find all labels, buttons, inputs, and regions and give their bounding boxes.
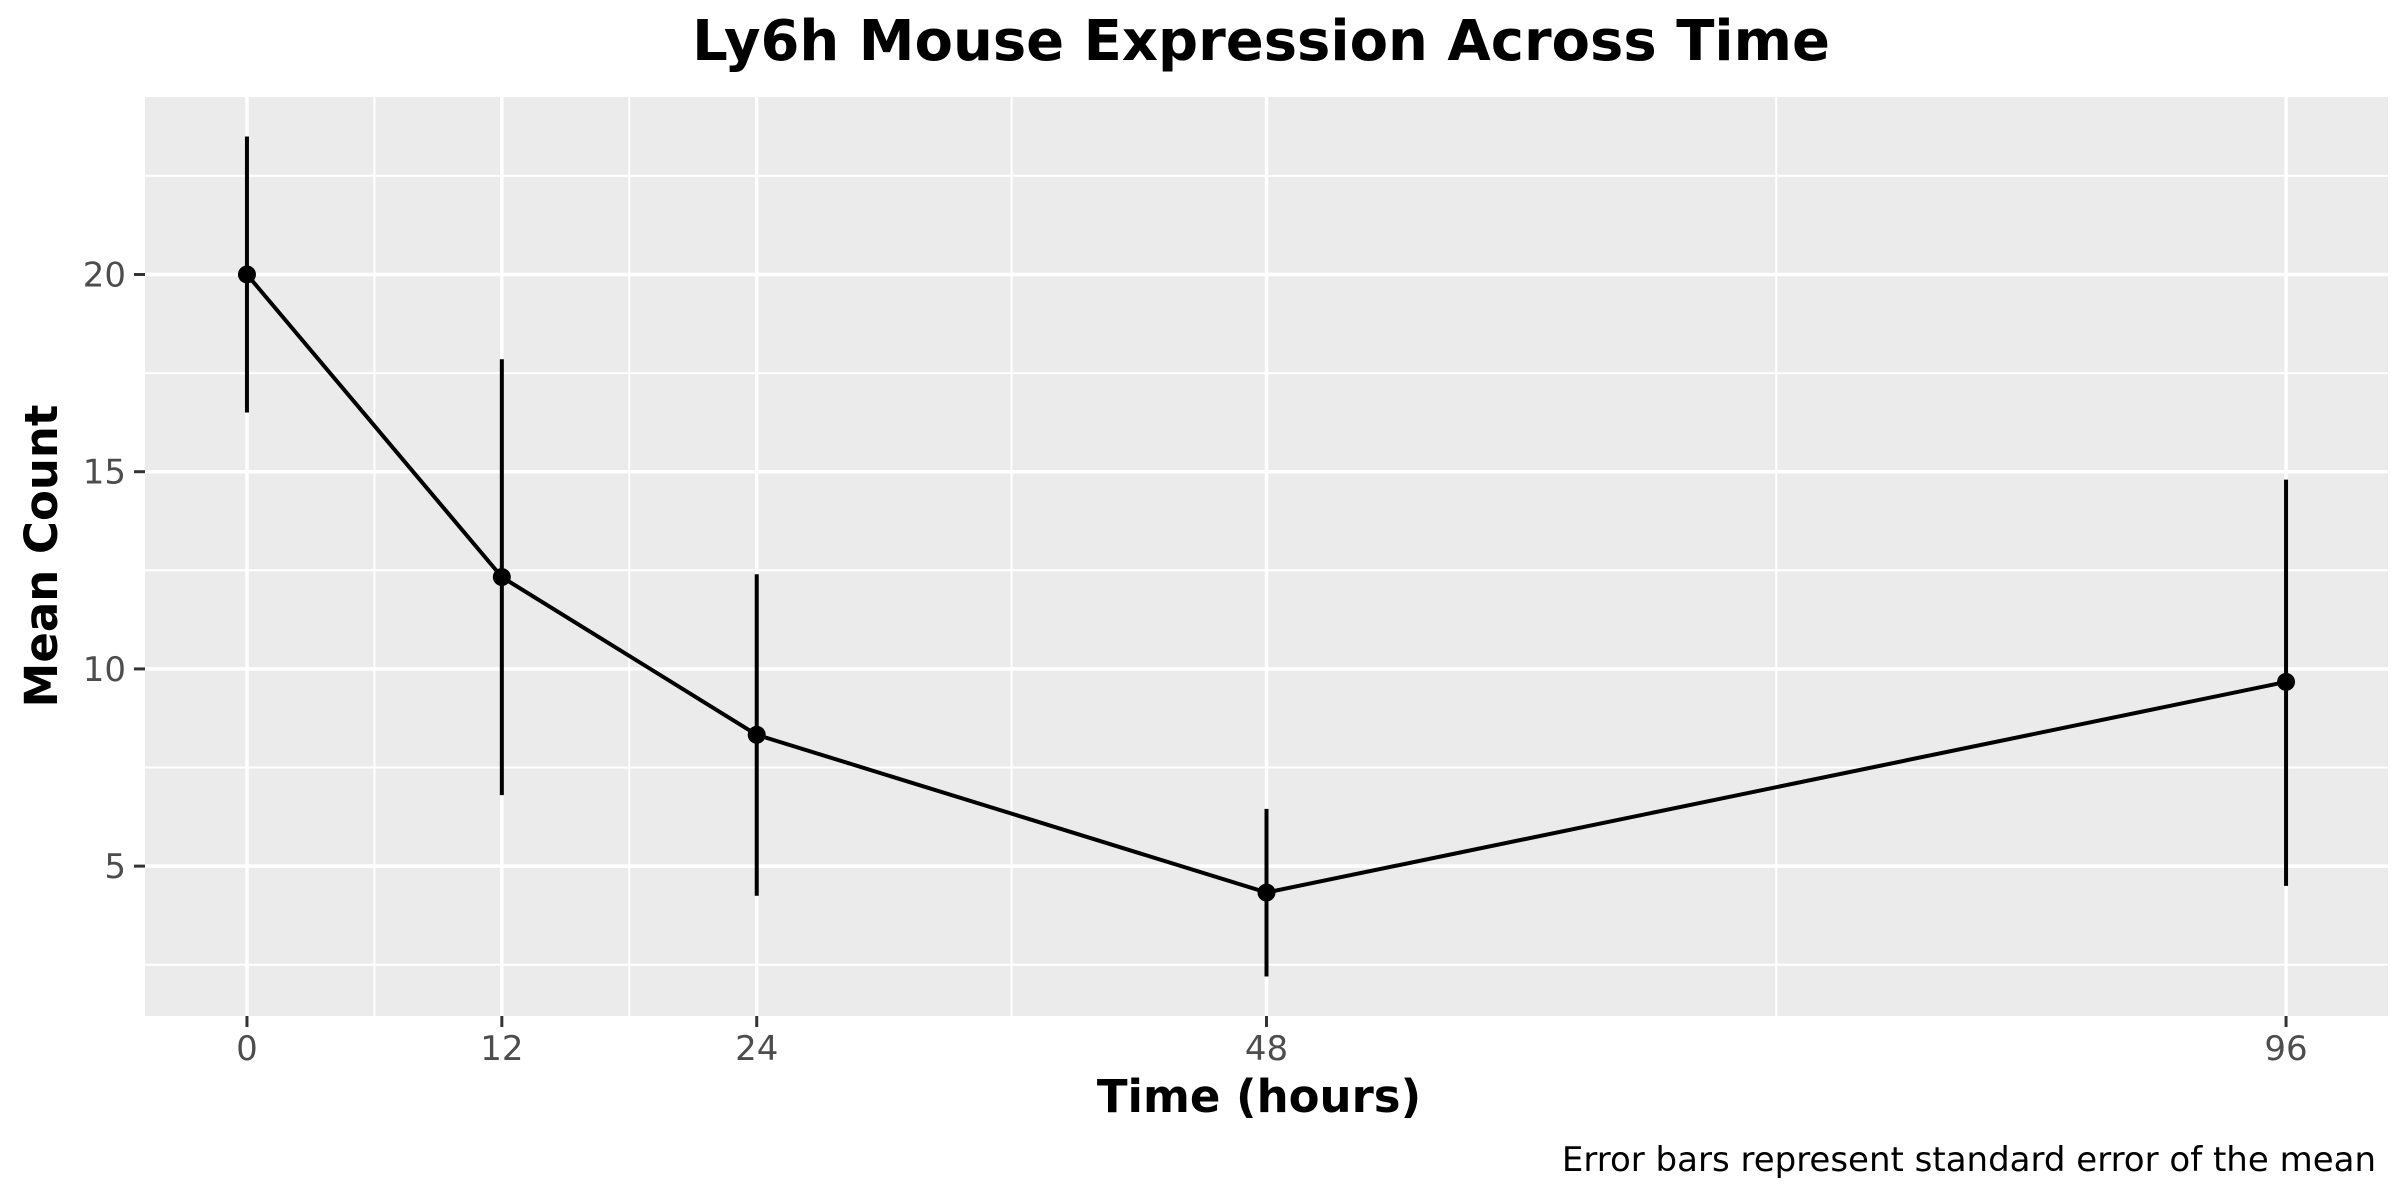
y-axis-title: Mean Count (15, 405, 68, 708)
data-point (1257, 883, 1276, 902)
chart-title: Ly6h Mouse Expression Across Time (692, 9, 1830, 74)
x-axis-title: Time (hours) (1097, 1070, 1421, 1123)
data-point (747, 725, 766, 744)
data-point (492, 568, 511, 587)
y-axis: 5 10 15 20 (83, 255, 145, 887)
x-tick-label: 12 (480, 1029, 523, 1069)
data-points (237, 265, 2296, 902)
x-tick-label: 24 (735, 1029, 778, 1069)
x-tick-label: 96 (2264, 1029, 2307, 1069)
data-point (2277, 672, 2296, 691)
x-tick-label: 0 (236, 1029, 258, 1069)
y-tick-label: 10 (83, 650, 126, 690)
x-tick-label: 48 (1245, 1029, 1288, 1069)
data-point (237, 265, 256, 284)
y-tick-label: 15 (83, 453, 126, 493)
y-tick-label: 5 (104, 847, 126, 887)
chart-caption: Error bars represent standard error of t… (1562, 1140, 2376, 1180)
x-axis: 0 12 24 48 96 (236, 1016, 2308, 1069)
y-tick-label: 20 (83, 255, 126, 295)
